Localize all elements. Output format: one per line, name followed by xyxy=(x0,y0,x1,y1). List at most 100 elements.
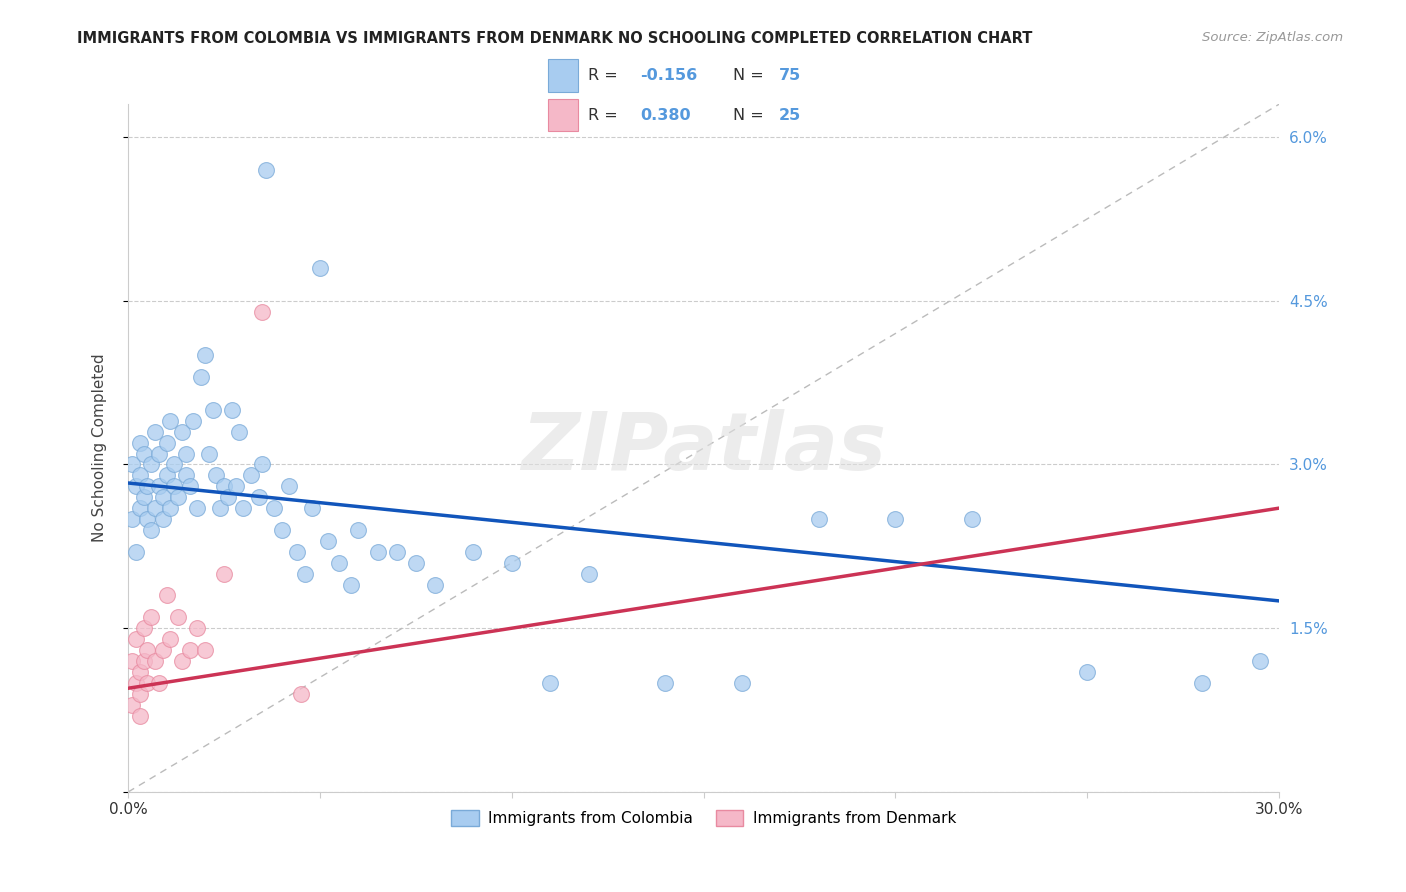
Point xyxy=(159,501,181,516)
Point xyxy=(132,446,155,460)
Point xyxy=(148,446,170,460)
Point xyxy=(194,643,217,657)
Point xyxy=(290,687,312,701)
Point xyxy=(128,435,150,450)
Point xyxy=(197,446,219,460)
Point xyxy=(294,566,316,581)
Point xyxy=(183,414,205,428)
Point xyxy=(217,490,239,504)
Point xyxy=(152,490,174,504)
Point xyxy=(163,458,186,472)
Point xyxy=(125,675,148,690)
Point xyxy=(170,654,193,668)
Point xyxy=(143,654,166,668)
Point xyxy=(143,501,166,516)
Point xyxy=(501,556,523,570)
Text: R =: R = xyxy=(588,108,623,123)
Text: -0.156: -0.156 xyxy=(641,68,697,83)
Point xyxy=(347,523,370,537)
Point xyxy=(125,632,148,647)
Point xyxy=(128,687,150,701)
Point xyxy=(125,479,148,493)
Point xyxy=(159,414,181,428)
Point xyxy=(179,479,201,493)
Point xyxy=(155,589,177,603)
Point xyxy=(128,665,150,679)
Point xyxy=(128,708,150,723)
Point xyxy=(463,545,485,559)
Point xyxy=(252,304,274,318)
Point xyxy=(278,479,301,493)
Text: N =: N = xyxy=(733,68,769,83)
Point xyxy=(578,566,600,581)
Point xyxy=(960,512,983,526)
FancyBboxPatch shape xyxy=(548,60,578,92)
Point xyxy=(228,425,250,439)
Point xyxy=(136,675,159,690)
Legend: Immigrants from Colombia, Immigrants from Denmark: Immigrants from Colombia, Immigrants fro… xyxy=(446,805,962,832)
Point xyxy=(143,425,166,439)
Point xyxy=(209,501,232,516)
Point xyxy=(884,512,907,526)
Point xyxy=(136,643,159,657)
Point xyxy=(316,533,339,548)
Point xyxy=(186,621,208,635)
Point xyxy=(423,577,446,591)
FancyBboxPatch shape xyxy=(548,99,578,131)
Point xyxy=(163,479,186,493)
Point xyxy=(212,479,235,493)
Text: ZIPatlas: ZIPatlas xyxy=(522,409,886,487)
Point xyxy=(174,468,197,483)
Point xyxy=(339,577,361,591)
Point xyxy=(132,654,155,668)
Point xyxy=(170,425,193,439)
Point xyxy=(167,490,190,504)
Point xyxy=(179,643,201,657)
Point xyxy=(190,370,212,384)
Point xyxy=(232,501,254,516)
Point xyxy=(141,458,163,472)
Point xyxy=(121,458,143,472)
Point xyxy=(205,468,228,483)
Point xyxy=(731,675,754,690)
Point xyxy=(221,402,243,417)
Point xyxy=(125,545,148,559)
Point xyxy=(212,566,235,581)
Text: N =: N = xyxy=(733,108,769,123)
Point xyxy=(121,654,143,668)
Text: 25: 25 xyxy=(779,108,801,123)
Point xyxy=(159,632,181,647)
Point xyxy=(132,621,155,635)
Point xyxy=(263,501,285,516)
Point xyxy=(148,675,170,690)
Point xyxy=(155,435,177,450)
Point xyxy=(152,512,174,526)
Point xyxy=(1191,675,1213,690)
Point xyxy=(247,490,270,504)
Point xyxy=(1249,654,1271,668)
Point xyxy=(252,458,274,472)
Point xyxy=(807,512,830,526)
Point xyxy=(367,545,389,559)
Point xyxy=(121,512,143,526)
Text: 0.380: 0.380 xyxy=(641,108,692,123)
Point xyxy=(155,468,177,483)
Point xyxy=(136,512,159,526)
Point xyxy=(538,675,561,690)
Point xyxy=(328,556,350,570)
Point xyxy=(167,610,190,624)
Point xyxy=(201,402,224,417)
Point xyxy=(121,698,143,712)
Point xyxy=(254,162,277,177)
Point xyxy=(1076,665,1098,679)
Text: Source: ZipAtlas.com: Source: ZipAtlas.com xyxy=(1202,31,1343,45)
Text: 75: 75 xyxy=(779,68,801,83)
Point xyxy=(285,545,308,559)
Point xyxy=(136,479,159,493)
Point xyxy=(132,490,155,504)
Point xyxy=(309,260,332,275)
Point xyxy=(194,348,217,362)
Point xyxy=(186,501,208,516)
Point xyxy=(128,501,150,516)
Point xyxy=(148,479,170,493)
